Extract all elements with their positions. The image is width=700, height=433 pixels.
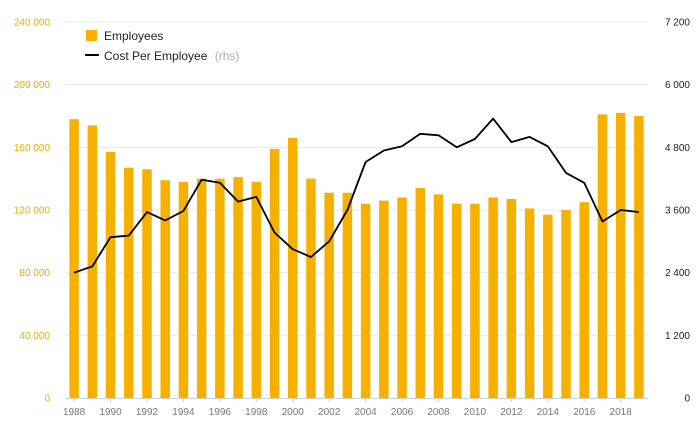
employees-bar [470, 203, 480, 398]
employees-bar [215, 178, 225, 398]
employees-bar [142, 169, 152, 398]
employees-bar [160, 180, 170, 398]
employees-bar [451, 203, 462, 398]
employees-bar [87, 125, 98, 399]
left-y-tick-label: 0 [44, 394, 50, 405]
employees-bar [524, 208, 535, 398]
employees-bar [105, 152, 116, 398]
legend: Employees Cost Per Employee (rhs) [85, 29, 239, 63]
right-y-tick-label: 2 400 [665, 268, 690, 279]
employees-bar [269, 148, 280, 398]
legend-swatch-employees [86, 30, 97, 41]
left-y-tick-label: 160 000 [14, 143, 51, 154]
right-y-tick-label: 3 600 [665, 206, 690, 217]
right-y-tick-label: 0 [684, 394, 690, 405]
x-tick-label: 1998 [245, 407, 268, 418]
employees-bar [287, 137, 298, 398]
employees-bar [324, 192, 334, 398]
employees-bar [579, 202, 589, 398]
left-y-tick-label: 200 000 [14, 80, 51, 91]
employees-bar [69, 119, 79, 398]
employees-bar [342, 192, 353, 398]
x-tick-label: 2008 [427, 407, 450, 418]
employees-bar [397, 197, 407, 398]
x-tick-label: 1992 [136, 407, 159, 418]
employees-bar [233, 177, 243, 398]
legend-label-cost-per-employee-text: Cost Per Employee [104, 49, 208, 63]
x-tick-label: 2014 [537, 407, 560, 418]
legend-label-cost-per-employee: Cost Per Employee (rhs) [104, 49, 239, 63]
x-tick-label: 2010 [464, 407, 487, 418]
cost-per-employee-line [73, 117, 640, 274]
gridlines [65, 21, 648, 336]
employees-bar [379, 200, 389, 398]
employees-bar [561, 210, 571, 398]
employees-bar [634, 116, 644, 398]
employees-bar [251, 181, 262, 398]
legend-label-employees: Employees [104, 29, 163, 43]
right-y-axis-ticks: 0 1 200 2 400 3 600 4 800 6 000 7 200 [665, 18, 690, 405]
left-y-axis-ticks: 0 40 000 80 000 120 000 160 000 200 000 240 00… [14, 18, 51, 405]
employees-bars [69, 112, 644, 399]
x-tick-label: 1988 [63, 407, 86, 418]
x-tick-label: 2016 [573, 407, 596, 418]
right-y-tick-label: 1 200 [665, 331, 690, 342]
employees-bar [506, 199, 517, 398]
x-tick-label: 1994 [172, 407, 195, 418]
employees-bar [488, 197, 498, 398]
employees-bar [543, 214, 553, 398]
left-y-tick-label: 80 000 [19, 268, 50, 279]
employees-bar [597, 114, 608, 398]
x-axis-ticks: 1988 1990 1992 1994 1996 1998 2000 2002 2004 2006… [63, 398, 632, 418]
left-y-tick-label: 120 000 [14, 206, 51, 217]
x-tick-label: 2012 [500, 407, 523, 418]
employees-bar [433, 194, 444, 398]
right-y-tick-label: 4 800 [665, 143, 690, 154]
right-y-tick-label: 7 200 [665, 18, 690, 29]
x-tick-label: 2004 [354, 407, 377, 418]
x-tick-label: 1996 [209, 407, 232, 418]
employees-bar [196, 178, 207, 398]
legend-label-rhs-note: (rhs) [215, 49, 240, 63]
employees-bar [124, 167, 134, 398]
x-tick-label: 2006 [391, 407, 414, 418]
employees-bar [615, 112, 626, 398]
left-y-tick-label: 240 000 [14, 18, 51, 29]
employees-bar [360, 203, 371, 398]
x-tick-label: 2000 [282, 407, 305, 418]
employees-bar [415, 188, 426, 398]
right-y-tick-label: 6 000 [665, 80, 690, 91]
x-tick-label: 2002 [318, 407, 341, 418]
x-tick-label: 2018 [610, 407, 633, 418]
x-tick-label: 1990 [99, 407, 122, 418]
left-y-tick-label: 40 000 [19, 331, 50, 342]
employees-bar [178, 181, 189, 398]
employees-bar [306, 178, 316, 398]
